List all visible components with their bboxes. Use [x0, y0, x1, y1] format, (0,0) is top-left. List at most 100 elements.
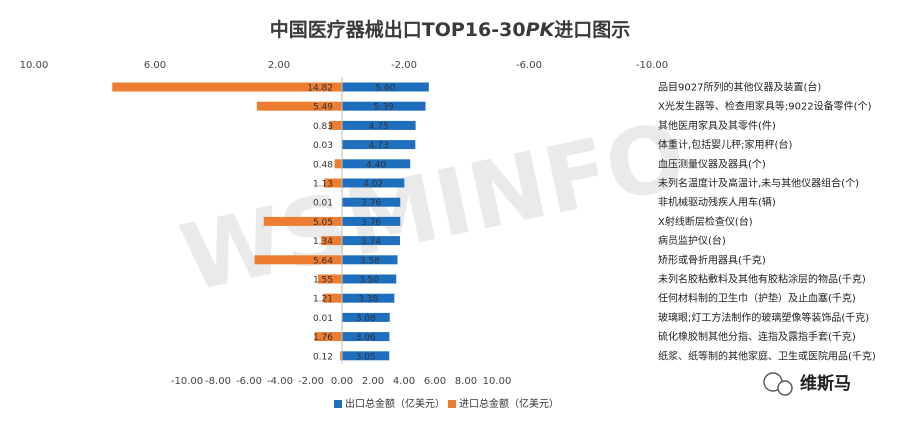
- category-label: X射线断层检查仪(台): [658, 215, 753, 228]
- export-bar: [342, 216, 401, 226]
- chart-title: 中国医疗器械出口TOP16-30PK进口图示: [270, 18, 630, 41]
- export-value-label: 3.08: [356, 314, 376, 324]
- import-bar: [112, 82, 342, 92]
- export-value-label: 4.02: [363, 180, 383, 190]
- bottom-axis-tick: 10.00: [483, 376, 512, 387]
- top-axis-tick: 6.00: [144, 60, 166, 71]
- category-label: 其他医用家具及其零件(件): [658, 119, 776, 132]
- import-value-label: 5.64: [313, 256, 333, 266]
- chart-title-prefix: 中国医疗器械出口TOP16-30: [270, 18, 526, 41]
- export-value-label: 3.38: [358, 295, 378, 305]
- brand-name: 维斯马: [800, 373, 851, 394]
- export-bar: [342, 178, 405, 188]
- chart-title-suffix: 进口图示: [554, 19, 630, 41]
- category-label: 非机械驱动残疾人用车(辆): [658, 196, 776, 209]
- export-bar: [342, 293, 395, 303]
- import-bar: [324, 178, 342, 188]
- top-axis-tick: -10.00: [636, 60, 668, 71]
- import-value-label: 0.48: [313, 160, 333, 170]
- import-value-label: 5.49: [313, 103, 333, 113]
- import-value-label: 0.12: [313, 352, 333, 362]
- export-bar: [342, 197, 401, 207]
- export-value-label: 3.50: [359, 276, 379, 286]
- import-value-label: 14.82: [307, 84, 333, 94]
- category-label: 纸浆、纸等制的其他家庭、卫生或医院用品(千克): [658, 349, 876, 362]
- legend-swatch-export: [334, 400, 342, 408]
- legend: 出口总金额（亿美元） 进口总金额（亿美元）: [334, 397, 559, 410]
- export-bar: [342, 120, 416, 130]
- export-value-label: 4.75: [369, 122, 389, 132]
- wechat-icon-small: [777, 380, 793, 396]
- top-axis: 10.00 6.00 2.00 -2.00 -6.00 -10.00: [20, 60, 668, 71]
- category-label: 品目9027所列的其他仪器及装置(台): [658, 81, 821, 94]
- import-value-label: 1.55: [313, 276, 333, 286]
- import-bar: [334, 159, 342, 169]
- export-bar: [342, 255, 398, 265]
- chart-title-pk: PK: [526, 19, 556, 41]
- import-bar: [254, 255, 342, 265]
- export-bar: [342, 274, 397, 284]
- category-label: 血压测量仪器及器具(个): [658, 157, 766, 170]
- category-label: 病员监护仪(台): [658, 234, 726, 247]
- bottom-axis-tick: 8.00: [455, 376, 477, 387]
- bottom-axis-tick: 4.00: [393, 376, 415, 387]
- import-value-label: 0.01: [313, 199, 333, 209]
- export-bar: [342, 82, 429, 92]
- import-bar: [323, 293, 342, 303]
- export-value-label: 3.76: [361, 199, 381, 209]
- bottom-axis-tick: -6.00: [236, 376, 262, 387]
- import-value-label: 1.76: [313, 333, 333, 343]
- legend-label-export: 出口总金额（亿美元）: [345, 397, 445, 410]
- bars: 14.82 5.60 品目9027所列的其他仪器及装置(台) 5.49 5.39 X光发生…: [112, 77, 876, 364]
- import-bar: [263, 216, 342, 226]
- category-label: 玻璃眼;灯工方法制作的玻璃塑像等装饰品(千克): [658, 311, 869, 324]
- export-value-label: 3.74: [361, 237, 381, 247]
- export-value-label: 3.05: [356, 352, 376, 362]
- category-label: 矫形或骨折用器具(千克): [658, 253, 766, 266]
- category-label: 硫化橡胶制其他分指、连指及露指手套(千克): [658, 330, 856, 343]
- category-label: 任何材料制的卫生巾（护垫）及止血塞(千克): [658, 292, 856, 305]
- category-label: 体重计,包括婴儿秤;家用秤(台): [658, 138, 792, 151]
- bottom-axis: -10.00 -8.00 -6.00 -4.00 -2.00 0.00 2.00 4.00 6.…: [171, 376, 511, 387]
- export-value-label: 3.76: [361, 218, 381, 228]
- watermark: WSMINFO: [172, 102, 695, 313]
- import-bar: [340, 351, 342, 361]
- bottom-axis-tick: -10.00: [171, 376, 203, 387]
- legend-label-import: 进口总金额（亿美元）: [459, 397, 559, 410]
- export-value-label: 3.06: [356, 333, 376, 343]
- import-value-label: 0.83: [313, 122, 333, 132]
- import-value-label: 0.03: [313, 141, 333, 151]
- bottom-axis-tick: 0.00: [331, 376, 353, 387]
- top-axis-tick: 10.00: [20, 60, 49, 71]
- export-bar: [342, 101, 426, 111]
- export-bar: [342, 312, 390, 322]
- import-bar: [329, 120, 342, 130]
- top-axis-tick: -6.00: [516, 60, 542, 71]
- bottom-axis-tick: -2.00: [298, 376, 324, 387]
- import-bar: [314, 332, 342, 342]
- export-value-label: 5.39: [374, 103, 394, 113]
- export-bar: [342, 236, 400, 246]
- legend-swatch-import: [448, 400, 456, 408]
- export-value-label: 4.73: [369, 141, 389, 151]
- export-value-label: 3.58: [360, 256, 380, 266]
- export-bar: [342, 351, 390, 361]
- category-label: 未列名胶粘敷料及其他有胶粘涂层的物品(千克): [658, 273, 866, 286]
- import-value-label: 5.05: [313, 218, 333, 228]
- import-value-label: 1.13: [313, 180, 333, 190]
- export-value-label: 5.60: [375, 84, 395, 94]
- export-bar: [342, 332, 390, 342]
- bottom-axis-tick: -8.00: [205, 376, 231, 387]
- bottom-axis-tick: -4.00: [267, 376, 293, 387]
- import-value-label: 1.34: [313, 237, 333, 247]
- brand-badge: 维斯马: [763, 372, 851, 396]
- category-label: X光发生器等、检查用家具等;9022设备零件(个): [658, 100, 872, 113]
- export-bar: [342, 159, 411, 169]
- import-bar: [256, 101, 342, 111]
- bottom-axis-tick: 2.00: [362, 376, 384, 387]
- import-bar: [317, 274, 342, 284]
- category-label: 未列名温度计及高温计,未与其他仪器组合(个): [658, 177, 859, 190]
- import-value-label: 0.01: [313, 314, 333, 324]
- top-axis-tick: 2.00: [268, 60, 290, 71]
